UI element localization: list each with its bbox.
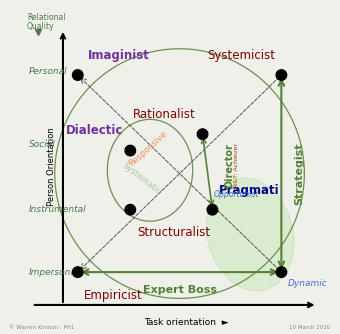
Text: Rationalist: Rationalist bbox=[133, 108, 196, 121]
Text: Task orientation  ►: Task orientation ► bbox=[144, 318, 228, 327]
Text: Structuralist: Structuralist bbox=[137, 226, 210, 239]
Circle shape bbox=[276, 267, 287, 277]
Text: Personal: Personal bbox=[29, 67, 67, 76]
Text: © Warren Kinston : PH1: © Warren Kinston : PH1 bbox=[9, 325, 74, 330]
Text: Dynamic: Dynamic bbox=[288, 279, 328, 288]
Text: Systemicist: Systemicist bbox=[207, 49, 275, 62]
Text: Quality: Quality bbox=[27, 22, 54, 31]
Text: Social: Social bbox=[29, 140, 55, 149]
Circle shape bbox=[72, 267, 83, 277]
Text: Instrumental: Instrumental bbox=[29, 205, 86, 214]
Text: 10 March 2010: 10 March 2010 bbox=[289, 325, 330, 330]
Text: Impersonal: Impersonal bbox=[29, 268, 79, 277]
Text: Responsive: Responsive bbox=[128, 130, 169, 168]
Circle shape bbox=[276, 70, 287, 80]
Text: Imaginist: Imaginist bbox=[88, 49, 150, 62]
Text: Empiricist: Empiricist bbox=[84, 289, 143, 302]
Circle shape bbox=[72, 70, 83, 80]
Circle shape bbox=[207, 204, 218, 215]
Ellipse shape bbox=[206, 178, 294, 291]
Text: Director: Director bbox=[224, 143, 234, 188]
Text: Expert Boss: Expert Boss bbox=[142, 285, 217, 295]
Text: R&T: Achiever: R&T: Achiever bbox=[234, 143, 239, 187]
Text: Opportunist: Opportunist bbox=[214, 190, 259, 199]
Text: Dialectic: Dialectic bbox=[66, 125, 124, 137]
Text: Pragmati: Pragmati bbox=[219, 184, 279, 197]
Circle shape bbox=[125, 204, 136, 215]
Circle shape bbox=[125, 145, 136, 156]
Text: Systematic: Systematic bbox=[121, 161, 163, 196]
Text: Strategist: Strategist bbox=[294, 142, 304, 205]
Circle shape bbox=[197, 129, 208, 139]
Text: Person Orientation: Person Orientation bbox=[47, 128, 56, 206]
Text: Relational: Relational bbox=[27, 13, 65, 22]
